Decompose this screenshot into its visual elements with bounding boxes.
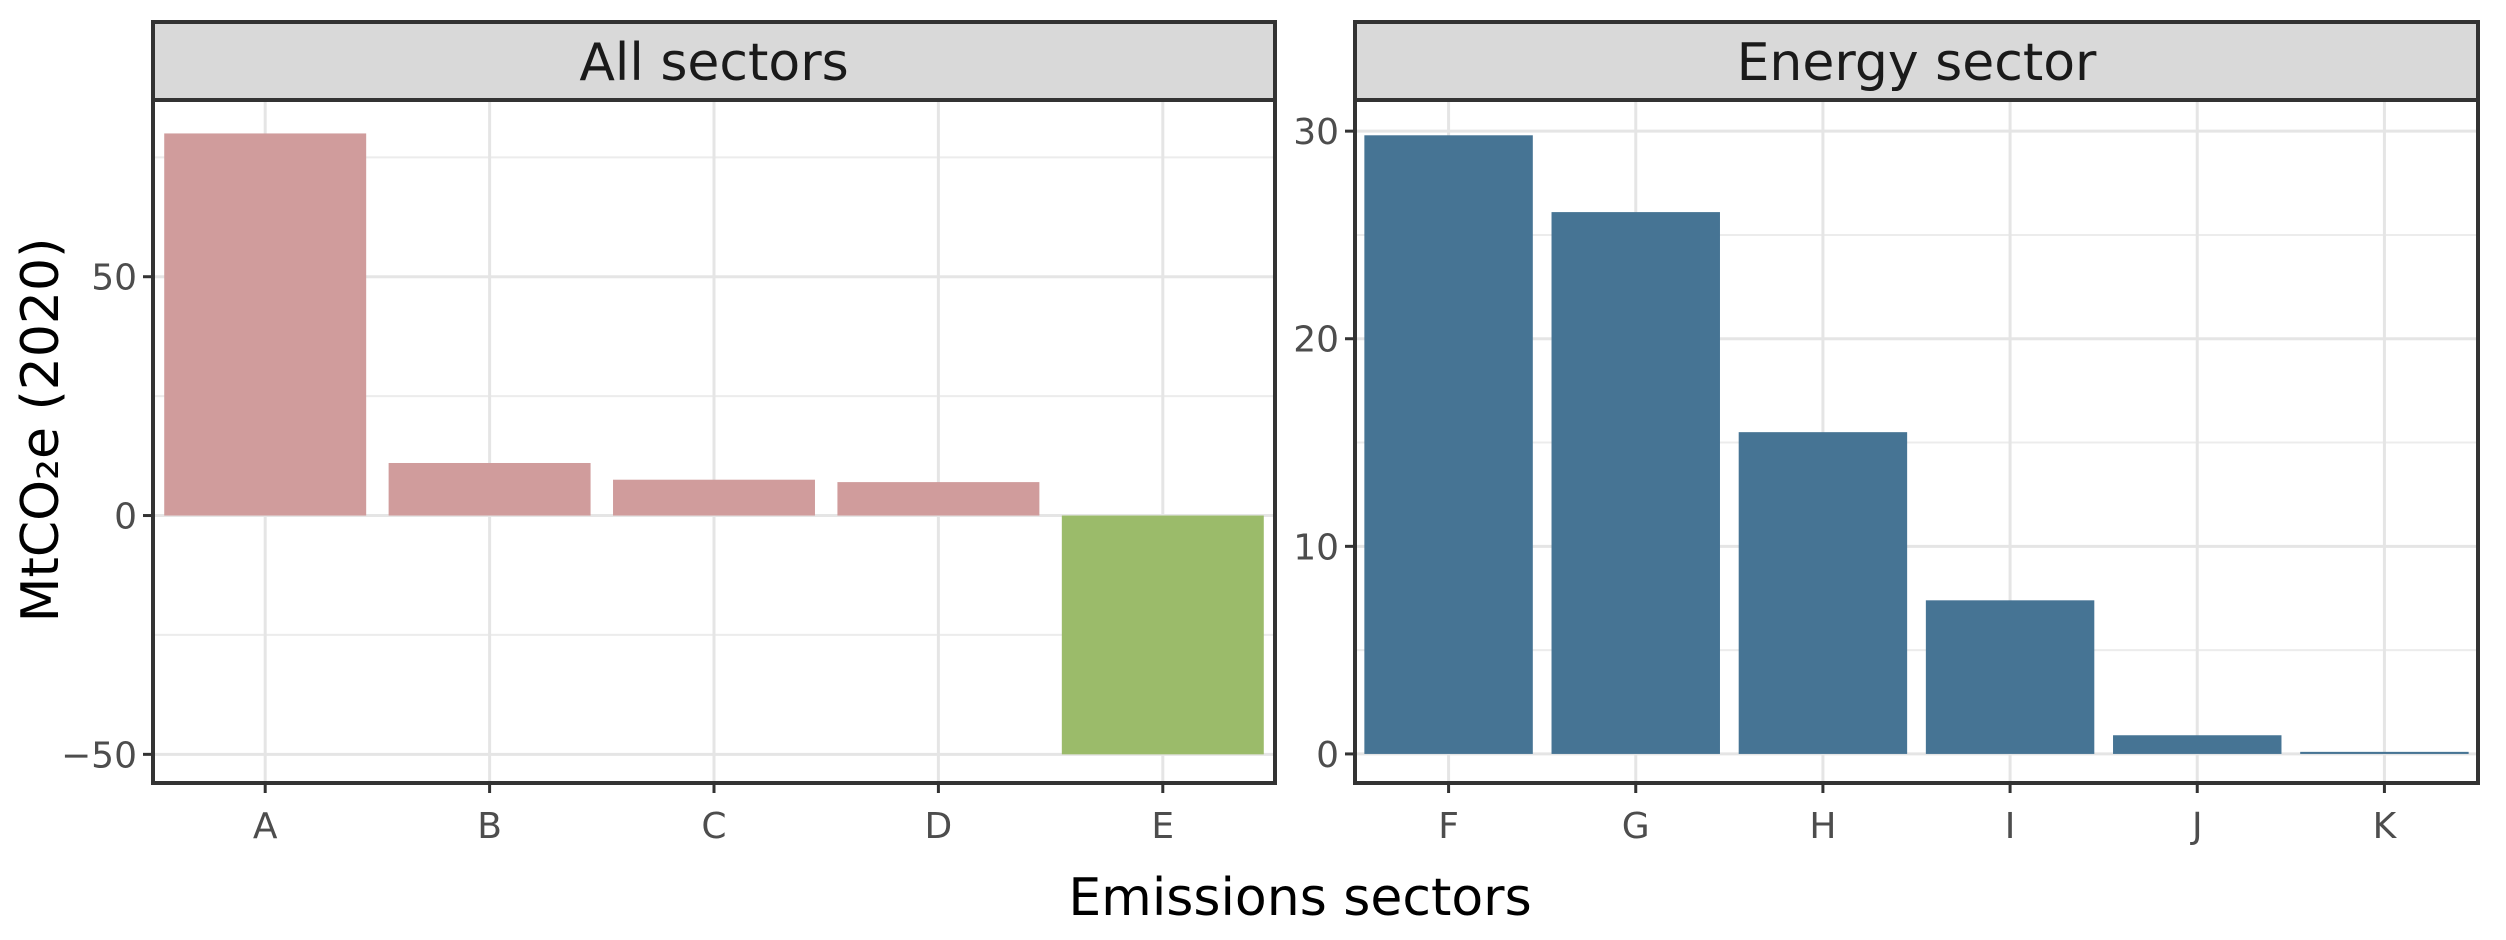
facet-strip xyxy=(1353,20,2480,102)
facet-title: All sectors xyxy=(579,33,848,93)
bar-j xyxy=(2113,735,2282,754)
x-tick-label: I xyxy=(2005,806,2016,847)
x-tick-label: H xyxy=(1809,806,1836,847)
plot-panel xyxy=(1355,100,2478,783)
x-tick-label: G xyxy=(1622,806,1650,847)
x-tick-label: K xyxy=(2373,806,2398,847)
x-axis-title: Emissions sectors xyxy=(1068,868,1531,928)
x-tick-label: B xyxy=(477,806,502,847)
bar-b xyxy=(388,462,591,516)
bar-h xyxy=(1738,432,1908,754)
x-tick-label: E xyxy=(1151,806,1174,847)
bar-a xyxy=(164,133,367,516)
y-tick-label: 20 xyxy=(1293,320,1339,361)
bar-i xyxy=(1925,600,2095,754)
panel-border xyxy=(1353,98,2480,785)
x-tick-label: J xyxy=(2190,806,2203,847)
x-tick-label: C xyxy=(701,806,726,847)
y-tick-label: 0 xyxy=(1316,735,1339,776)
bar-g xyxy=(1551,212,1720,754)
x-tick-label: D xyxy=(925,806,953,847)
facet-strip xyxy=(151,20,1277,102)
y-tick-label: 30 xyxy=(1293,112,1339,153)
x-tick-label: F xyxy=(1438,806,1459,847)
facet-title: Energy sector xyxy=(1737,33,2097,93)
bar-f xyxy=(1364,135,1533,754)
bar-c xyxy=(613,479,815,516)
bar-k xyxy=(2300,751,2469,754)
y-tick-label: 10 xyxy=(1293,527,1339,568)
bar-d xyxy=(837,482,1040,516)
y-tick-label: 0 xyxy=(114,497,137,538)
y-axis-title: MtCO₂e (2020) xyxy=(11,238,71,623)
x-tick-label: A xyxy=(253,806,278,847)
y-tick-label: −50 xyxy=(61,735,137,776)
bar-e xyxy=(1061,515,1264,755)
y-tick-label: 50 xyxy=(91,258,137,299)
